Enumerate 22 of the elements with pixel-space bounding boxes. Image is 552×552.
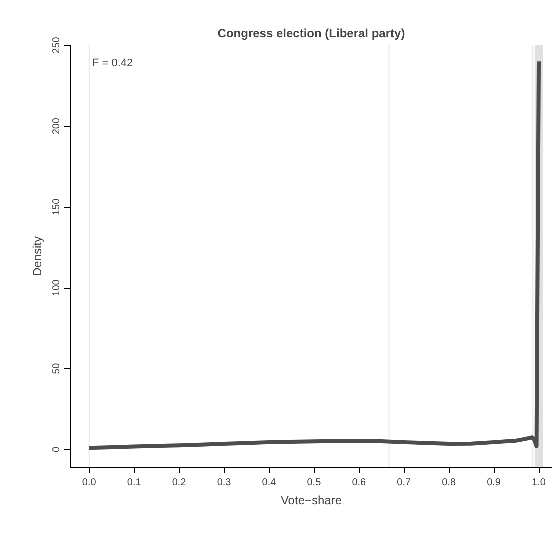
chart-title: Congress election (Liberal party) — [218, 26, 406, 40]
x-tick-label: 0.2 — [172, 478, 187, 488]
y-tick-label: 50 — [52, 362, 62, 374]
line-series — [87, 60, 542, 450]
y-tick-label: 250 — [52, 36, 62, 54]
x-tick-label: 0.5 — [307, 478, 322, 488]
x-tick-label: 0.0 — [82, 478, 97, 488]
x-tick-label: 0.7 — [397, 478, 412, 488]
y-axis-title: Density — [30, 236, 44, 277]
x-tick-label: 0.9 — [487, 478, 502, 488]
x-tick-label: 0.1 — [127, 478, 142, 488]
y-tick-label: 100 — [52, 279, 62, 296]
x-tick-label: 1.0 — [532, 478, 546, 488]
y-tick-label: 200 — [52, 118, 62, 135]
annotation: F = 0.42 — [92, 58, 134, 70]
x-tick-label: 0.8 — [442, 478, 456, 488]
x-tick-label: 0.6 — [352, 478, 367, 488]
x-axis-title: Vote−share — [280, 494, 342, 508]
y-tick-label: 0 — [52, 446, 62, 452]
y-tick-label: 150 — [52, 198, 62, 216]
x-tick-label: 0.4 — [262, 478, 277, 488]
x-tick-label: 0.3 — [217, 478, 232, 488]
